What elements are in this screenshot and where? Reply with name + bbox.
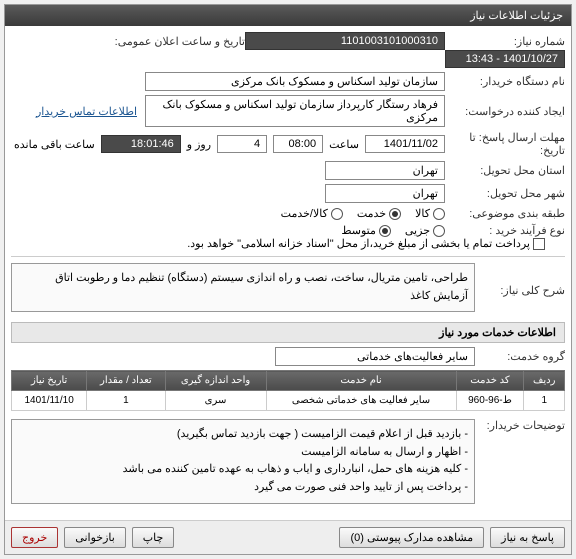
need-no-field: 1101003101000310 xyxy=(245,32,445,50)
note-line-4: - پرداخت پس از تایید واحد فنی صورت می گی… xyxy=(18,479,468,497)
day-word: روز و xyxy=(187,138,211,151)
class-label: طبقه بندی موضوعی: xyxy=(445,207,565,220)
province-label: استان محل تحویل: xyxy=(445,164,565,177)
main-panel: جزئیات اطلاعات نیاز شماره نیاز: 11010031… xyxy=(4,4,572,555)
province-field: تهران xyxy=(325,161,445,180)
creator-field: فرهاد رستگار کارپرداز سازمان تولید اسکنا… xyxy=(145,95,445,127)
reply-button[interactable]: پاسخ به نیاز xyxy=(490,527,565,548)
row-buyer: نام دستگاه خریدار: سازمان تولید اسکناس و… xyxy=(11,72,565,91)
city-field: تهران xyxy=(325,184,445,203)
desc-box: طراحی، تامین متریال، ساخت، نصب و راه اند… xyxy=(11,263,475,312)
radio-motavaset-label: متوسط xyxy=(341,224,376,237)
row-need-announce: شماره نیاز: 1101003101000310 تاریخ و ساع… xyxy=(11,32,565,68)
td-2: سایر فعالیت های خدماتی شخصی xyxy=(266,391,456,411)
deadline-date: 1401/11/02 xyxy=(365,135,445,153)
group-field: سایر فعالیت‌های خدماتی xyxy=(275,347,475,366)
radio-khadamat-label: خدمت xyxy=(357,207,386,220)
creator-label: ایجاد کننده درخواست: xyxy=(445,105,565,118)
deadline-label: مهلت ارسال پاسخ: تا تاریخ: xyxy=(445,131,565,157)
note-line-3: - کلیه هزینه های حمل، انبارداری و ایاب و… xyxy=(18,461,468,479)
td-5: 1401/11/10 xyxy=(12,391,87,411)
panel-title: جزئیات اطلاعات نیاز xyxy=(5,5,571,26)
th-5: تاریخ نیاز xyxy=(12,371,87,391)
radio-jozi-label: جزیی xyxy=(405,224,430,237)
th-3: واحد اندازه گیری xyxy=(165,371,266,391)
remain-word: ساعت باقی مانده xyxy=(14,138,95,151)
exit-button[interactable]: خروج xyxy=(11,527,58,548)
td-1: ط-96-960 xyxy=(456,391,524,411)
pay-checkbox[interactable]: پرداخت تمام یا بخشی از مبلغ خرید،از محل … xyxy=(187,237,545,250)
table-row[interactable]: 1 ط-96-960 سایر فعالیت های خدماتی شخصی س… xyxy=(12,391,565,411)
radio-kala-label: کالا xyxy=(415,207,430,220)
td-0: 1 xyxy=(524,391,565,411)
days-left: 4 xyxy=(217,135,267,153)
countdown: 18:01:46 xyxy=(101,135,181,153)
button-bar: پاسخ به نیاز مشاهده مدارک پیوستی (0) چاپ… xyxy=(5,520,571,554)
th-0: ردیف xyxy=(524,371,565,391)
process-radio-group: جزیی متوسط xyxy=(341,224,445,237)
announce-label: تاریخ و ساعت اعلان عمومی: xyxy=(85,35,245,48)
pay-cb-label: پرداخت تمام یا بخشی از مبلغ خرید،از محل … xyxy=(187,237,530,250)
radio-jozi[interactable]: جزیی xyxy=(405,224,445,237)
notes-label: توضیحات خریدار: xyxy=(475,419,565,432)
row-province: استان محل تحویل: تهران xyxy=(11,161,565,180)
row-deadline: مهلت ارسال پاسخ: تا تاریخ: 1401/11/02 سا… xyxy=(11,131,565,157)
deadline-time: 08:00 xyxy=(273,135,323,153)
row-city: شهر محل تحویل: تهران xyxy=(11,184,565,203)
services-table: ردیف کد خدمت نام خدمت واحد اندازه گیری ت… xyxy=(11,370,565,411)
radio-kala[interactable]: کالا xyxy=(415,207,445,220)
print-button[interactable]: چاپ xyxy=(132,527,175,548)
row-desc: شرح کلی نیاز: طراحی، تامین متریال، ساخت،… xyxy=(11,263,565,318)
table-header-row: ردیف کد خدمت نام خدمت واحد اندازه گیری ت… xyxy=(12,371,565,391)
process-label: نوع فرآیند خرید : xyxy=(445,224,565,237)
services-header: اطلاعات خدمات مورد نیاز xyxy=(11,322,565,343)
contact-link[interactable]: اطلاعات تماس خریدار xyxy=(36,105,137,118)
note-line-1: - بازدید قبل از اعلام قیمت الزامیست ( جه… xyxy=(18,426,468,444)
radio-kalakh-label: کالا/خدمت xyxy=(281,207,328,220)
th-2: نام خدمت xyxy=(266,371,456,391)
td-4: 1 xyxy=(87,391,165,411)
buyer-field: سازمان تولید اسکناس و مسکوک بانک مرکزی xyxy=(145,72,445,91)
notes-box: - بازدید قبل از اعلام قیمت الزامیست ( جه… xyxy=(11,419,475,503)
row-group: گروه خدمت: سایر فعالیت‌های خدماتی xyxy=(11,347,565,366)
row-notes: توضیحات خریدار: - بازدید قبل از اعلام قی… xyxy=(11,419,565,509)
note-line-2: - اظهار و ارسال به سامانه الزامیست xyxy=(18,444,468,462)
th-1: کد خدمت xyxy=(456,371,524,391)
radio-kalakh[interactable]: کالا/خدمت xyxy=(281,207,343,220)
refresh-button[interactable]: بازخوانی xyxy=(64,527,126,548)
time-word-1: ساعت xyxy=(329,138,359,151)
row-class: طبقه بندی موضوعی: کالا خدمت کالا/خدمت xyxy=(11,207,565,220)
desc-label: شرح کلی نیاز: xyxy=(475,284,565,297)
buyer-label: نام دستگاه خریدار: xyxy=(445,75,565,88)
radio-motavaset[interactable]: متوسط xyxy=(341,224,391,237)
city-label: شهر محل تحویل: xyxy=(445,187,565,200)
td-3: سری xyxy=(165,391,266,411)
announce-field: 1401/10/27 - 13:43 xyxy=(445,50,565,68)
class-radio-group: کالا خدمت کالا/خدمت xyxy=(281,207,445,220)
row-process: نوع فرآیند خرید : جزیی متوسط پرداخت تمام… xyxy=(11,224,565,250)
group-label: گروه خدمت: xyxy=(475,350,565,363)
attachments-button[interactable]: مشاهده مدارک پیوستی (0) xyxy=(339,527,484,548)
radio-khadamat[interactable]: خدمت xyxy=(357,207,401,220)
th-4: تعداد / مقدار xyxy=(87,371,165,391)
panel-body: شماره نیاز: 1101003101000310 تاریخ و ساع… xyxy=(5,26,571,520)
need-no-label: شماره نیاز: xyxy=(445,35,565,48)
row-creator: ایجاد کننده درخواست: فرهاد رستگار کارپرد… xyxy=(11,95,565,127)
